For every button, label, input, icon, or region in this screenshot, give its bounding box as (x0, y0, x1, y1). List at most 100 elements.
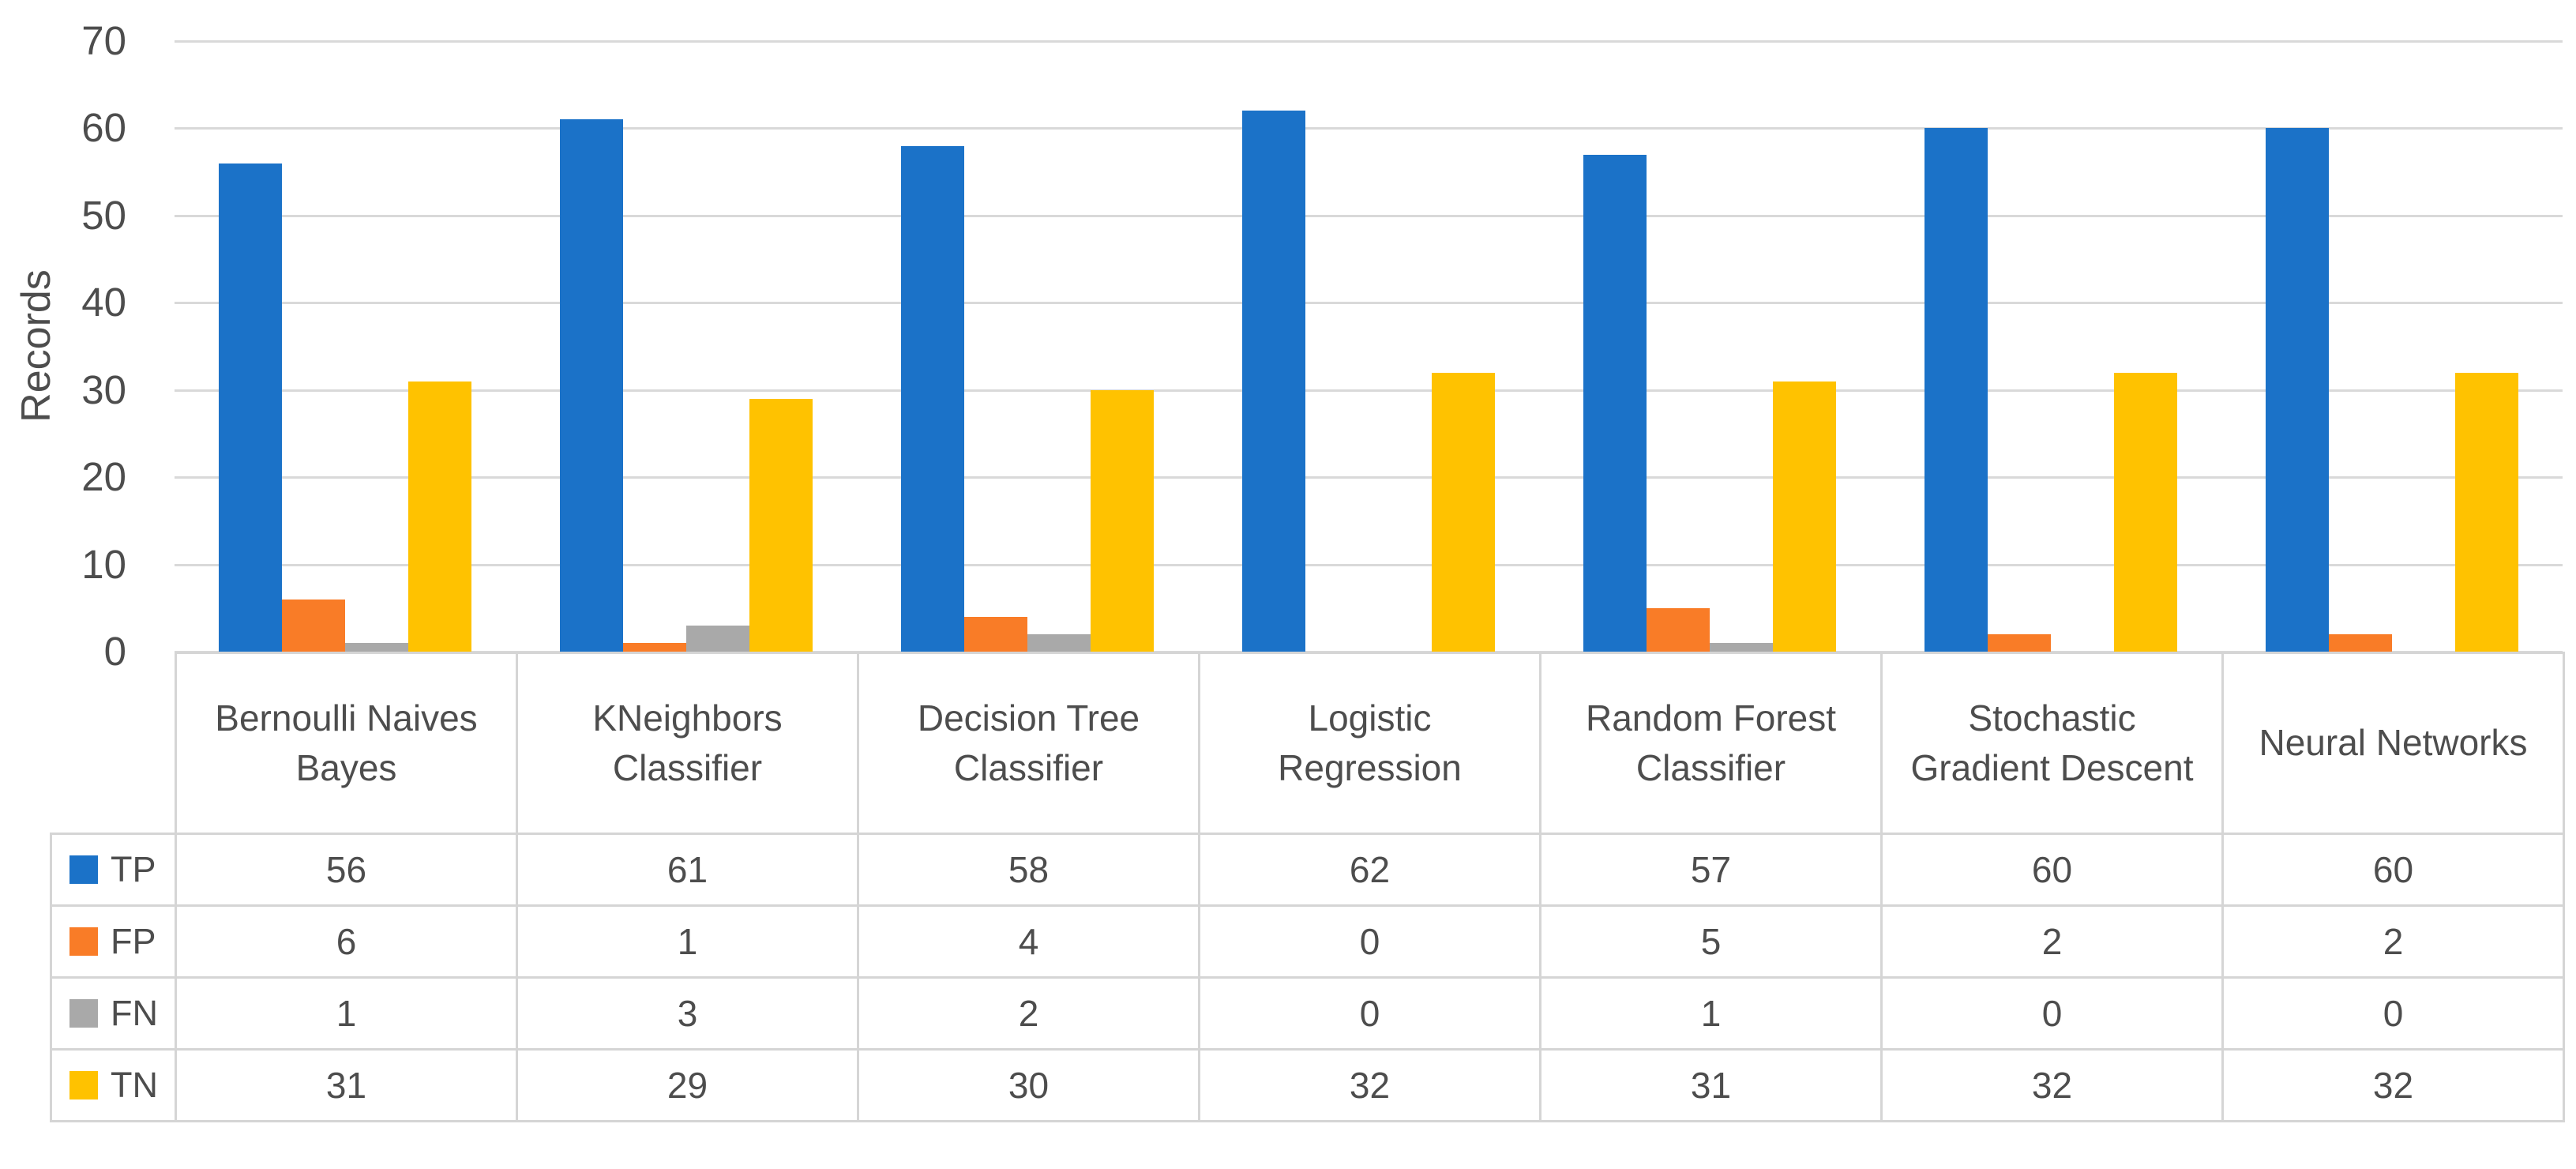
category-label-3: Decision Tree Classifier (857, 652, 1200, 835)
value-fn-5: 1 (1539, 976, 1883, 1051)
bar-group-5 (1539, 41, 1880, 652)
gridline-20 (175, 476, 2563, 479)
value-tn-4: 32 (1198, 1048, 1541, 1122)
bar-fp-1 (282, 600, 345, 652)
category-label-2: KNeighbors Classifier (516, 652, 859, 835)
legend-key-fn: FN (69, 993, 174, 1034)
gridline-10 (175, 563, 2563, 566)
gridline-50 (175, 214, 2563, 217)
category-header-row: Bernoulli Naives Bayes KNeighbors Classif… (51, 652, 2565, 835)
series-row-tp: TP 56 61 58 62 57 60 60 (50, 833, 2565, 907)
chart-data-table: Bernoulli Naives Bayes KNeighbors Classif… (50, 652, 2565, 1122)
legend-cell-tn: TN (50, 1048, 177, 1122)
value-fn-1: 1 (175, 976, 518, 1051)
series-row-tn: TN 31 29 30 32 31 32 32 (50, 1048, 2565, 1122)
value-tp-2: 61 (516, 833, 859, 907)
bar-tn-2 (749, 399, 813, 652)
bar-tn-7 (2455, 373, 2518, 652)
legend-label-tp: TP (111, 849, 156, 889)
legend-cell-tp: TP (50, 833, 177, 907)
bar-tp-1 (219, 164, 282, 652)
y-tick-label-40: 40 (81, 280, 126, 325)
y-tick-label-30: 30 (81, 366, 126, 412)
value-tp-4: 62 (1198, 833, 1541, 907)
bar-tp-2 (560, 119, 623, 652)
legend-key-tn: TN (69, 1065, 174, 1106)
series-row-fn: FN 1 3 2 0 1 0 0 (50, 976, 2565, 1051)
category-label-1: Bernoulli Naives Bayes (175, 652, 518, 835)
bar-fp-7 (2329, 634, 2392, 652)
legend-swatch-icon-tn (69, 1071, 98, 1099)
legend-swatch-icon-fp (69, 927, 98, 956)
bar-fn-2 (686, 626, 749, 652)
value-fp-3: 4 (857, 904, 1200, 979)
value-tp-5: 57 (1539, 833, 1883, 907)
bar-fn-5 (1710, 643, 1773, 652)
gridline-70 (175, 40, 2563, 43)
legend-cell-fp: FP (50, 904, 177, 979)
gridline-60 (175, 127, 2563, 130)
y-tick-label-60: 60 (81, 105, 126, 151)
category-label-7: Neural Networks (2221, 652, 2565, 835)
y-tick-label-20: 20 (81, 454, 126, 500)
value-tn-3: 30 (857, 1048, 1200, 1122)
bar-group-3 (857, 41, 1198, 652)
table-corner-cell (51, 653, 176, 834)
category-label-5: Random Forest Classifier (1539, 652, 1883, 835)
value-fn-2: 3 (516, 976, 859, 1051)
category-label-6: Stochastic Gradient Descent (1880, 652, 2224, 835)
bar-tp-6 (1924, 128, 1988, 652)
value-fn-7: 0 (2221, 976, 2565, 1051)
value-fp-4: 0 (1198, 904, 1541, 979)
value-tn-1: 31 (175, 1048, 518, 1122)
bar-group-2 (516, 41, 857, 652)
bar-tn-5 (1773, 382, 1836, 652)
bar-tp-5 (1583, 155, 1647, 652)
bar-group-7 (2221, 41, 2563, 652)
bar-tn-4 (1432, 373, 1495, 652)
bar-group-4 (1198, 41, 1539, 652)
bar-fp-6 (1988, 634, 2051, 652)
bar-fp-5 (1647, 608, 1710, 652)
bar-fp-3 (964, 617, 1027, 652)
legend-swatch-icon-tp (69, 855, 98, 884)
value-fn-4: 0 (1198, 976, 1541, 1051)
value-fp-1: 6 (175, 904, 518, 979)
value-fn-3: 2 (857, 976, 1200, 1051)
bar-tn-6 (2114, 373, 2177, 652)
value-fp-5: 5 (1539, 904, 1883, 979)
y-tick-label-10: 10 (81, 541, 126, 587)
legend-key-tp: TP (69, 849, 174, 890)
bar-tn-3 (1091, 390, 1154, 652)
y-tick-label-70: 70 (81, 18, 126, 63)
bar-fp-2 (623, 643, 686, 652)
series-row-fp: FP 6 1 4 0 5 2 2 (50, 904, 2565, 979)
legend-label-fp: FP (111, 921, 156, 961)
legend-label-fn: FN (111, 993, 158, 1033)
value-tn-6: 32 (1880, 1048, 2224, 1122)
plot-area (175, 40, 2563, 653)
value-fp-2: 1 (516, 904, 859, 979)
value-tp-6: 60 (1880, 833, 2224, 907)
legend-cell-fn: FN (50, 976, 177, 1051)
category-label-4: Logistic Regression (1198, 652, 1541, 835)
bar-tp-7 (2266, 128, 2329, 652)
y-tick-label-0: 0 (103, 629, 126, 674)
bar-fn-1 (345, 643, 408, 652)
value-tp-3: 58 (857, 833, 1200, 907)
y-tick-label-50: 50 (81, 192, 126, 238)
bar-group-1 (175, 41, 516, 652)
value-tp-1: 56 (175, 833, 518, 907)
bar-tp-4 (1242, 111, 1305, 652)
gridline-0 (175, 651, 2563, 653)
value-fn-6: 0 (1880, 976, 2224, 1051)
value-tn-5: 31 (1539, 1048, 1883, 1122)
gridline-40 (175, 302, 2563, 305)
legend-swatch-icon-fn (69, 999, 98, 1028)
legend-key-fp: FP (69, 921, 174, 962)
value-tn-7: 32 (2221, 1048, 2565, 1122)
value-fp-7: 2 (2221, 904, 2565, 979)
value-tp-7: 60 (2221, 833, 2565, 907)
bar-group-6 (1880, 41, 2221, 652)
